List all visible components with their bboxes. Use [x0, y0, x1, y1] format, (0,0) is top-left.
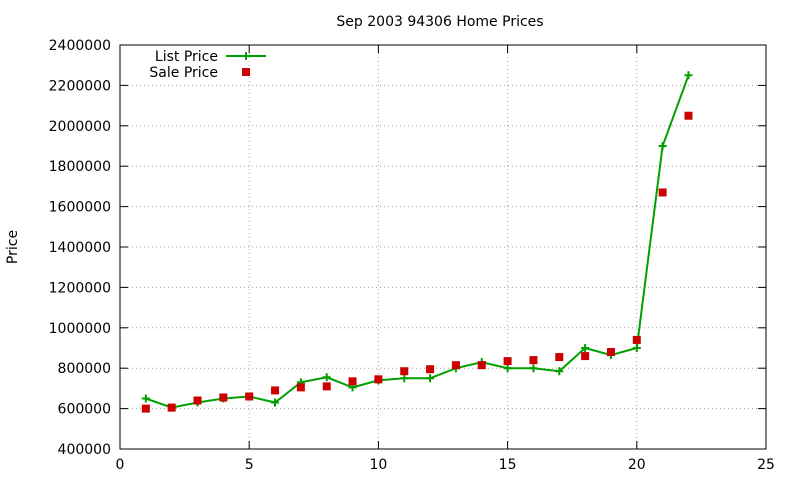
x-tick-label: 5	[245, 457, 254, 473]
list-price-point	[581, 344, 590, 352]
sale-price-point	[477, 361, 486, 370]
y-tick-label: 2400000	[49, 38, 111, 54]
axis-ticks: 400000 600000 800000 1000000 1200000 1400000 1…	[49, 38, 775, 473]
x-tick-label: 15	[499, 457, 517, 473]
y-tick-label: 2000000	[49, 119, 111, 135]
list-price-point	[400, 374, 409, 383]
sale-price-point	[219, 393, 228, 402]
legend-label: Sale Price	[149, 65, 218, 81]
y-tick-label: 1200000	[49, 280, 111, 296]
sale-price-point	[555, 353, 564, 362]
sale-price-point	[658, 188, 667, 197]
list-price-point	[271, 398, 280, 407]
series-sale-price	[141, 111, 693, 413]
y-tick-label: 1400000	[49, 240, 111, 256]
y-tick-label: 600000	[58, 402, 111, 418]
sale-price-point	[632, 335, 641, 344]
sale-price-point	[167, 403, 176, 412]
y-tick-label: 400000	[58, 442, 111, 458]
y-tick-label: 800000	[58, 361, 111, 377]
sale-price-point	[245, 392, 254, 401]
sale-price-point	[606, 348, 615, 357]
legend-square-swatch	[242, 68, 250, 76]
chart-title: Sep 2003 94306 Home Prices	[336, 14, 543, 30]
series-list-price	[141, 71, 693, 412]
sale-price-point	[426, 365, 435, 374]
sale-price-point	[141, 404, 150, 413]
sale-price-point	[581, 352, 590, 361]
y-tick-label: 1800000	[49, 159, 111, 175]
list-price-point	[555, 367, 564, 376]
x-tick-label: 25	[757, 457, 775, 473]
list-price-point	[632, 344, 641, 352]
list-price-point	[658, 142, 667, 150]
y-tick-label: 2200000	[49, 78, 111, 94]
sale-price-point	[503, 357, 512, 366]
list-price-point	[426, 374, 435, 383]
list-price-point	[529, 364, 538, 373]
sale-price-point	[271, 386, 280, 395]
y-axis-label: Price	[5, 230, 21, 264]
legend-plus-swatch	[242, 52, 250, 60]
list-price-point	[322, 373, 331, 382]
sale-price-point	[529, 356, 538, 365]
sale-price-point	[296, 383, 305, 392]
x-tick-label: 10	[369, 457, 387, 473]
sale-price-point	[374, 375, 383, 384]
y-tick-label: 1000000	[49, 321, 111, 337]
list-price-point	[684, 71, 693, 80]
sale-price-point	[322, 382, 331, 391]
sale-price-point	[400, 367, 409, 376]
x-tick-label: 0	[116, 457, 125, 473]
sale-price-point	[451, 361, 460, 370]
sale-price-point	[348, 377, 357, 386]
legend-label: List Price	[155, 49, 218, 65]
list-price-point	[503, 364, 512, 373]
sale-price-point	[193, 396, 202, 405]
x-tick-label: 20	[628, 457, 646, 473]
grid-lines	[120, 45, 766, 449]
list-price-line	[145, 74, 690, 409]
series-layer	[141, 71, 693, 413]
list-price-point	[141, 394, 150, 403]
sale-price-point	[684, 111, 693, 120]
y-tick-label: 1600000	[49, 200, 111, 216]
